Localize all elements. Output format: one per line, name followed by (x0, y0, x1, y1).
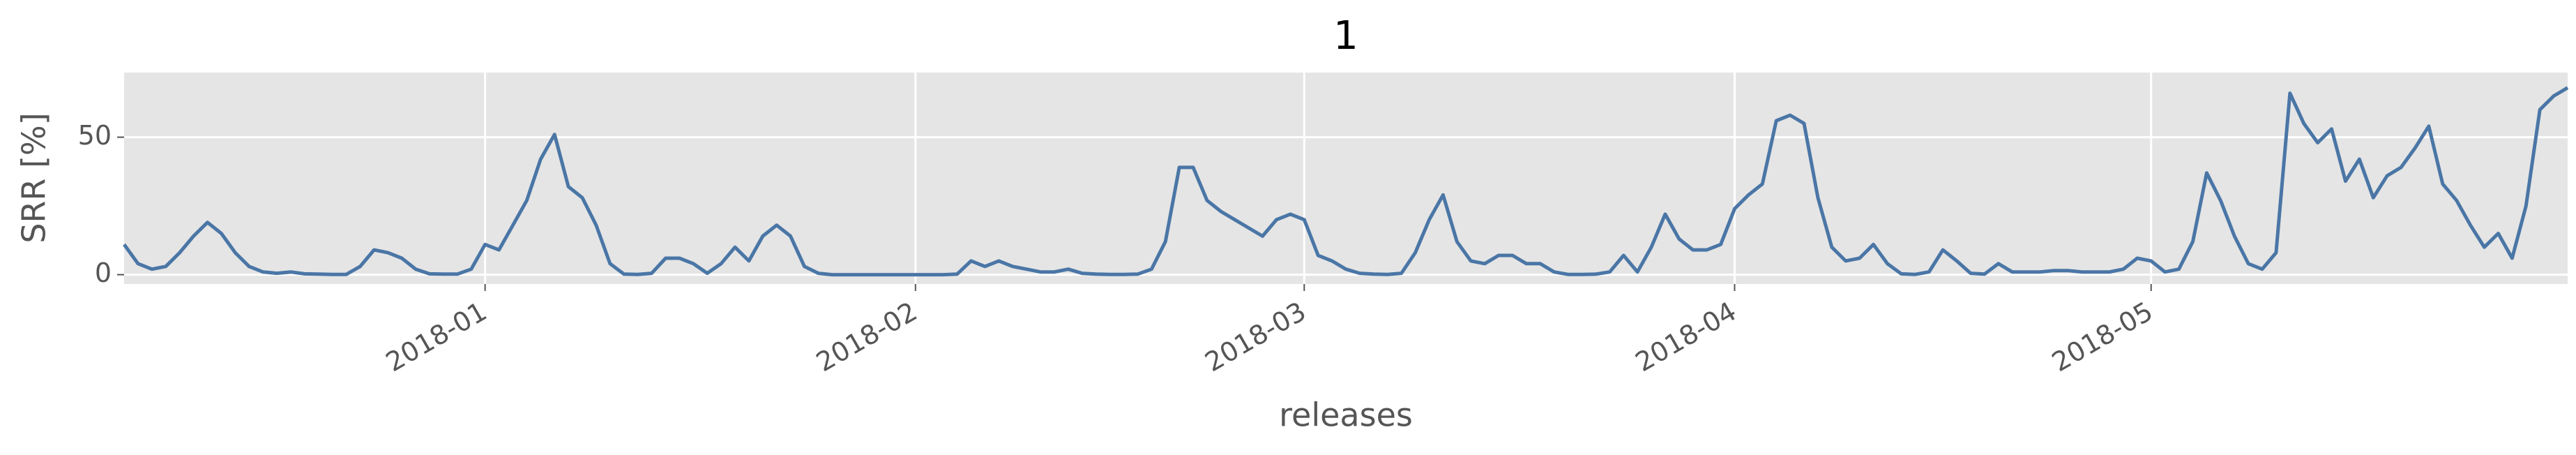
x-axis-label: releases (1279, 396, 1413, 434)
y-tick-label: 50 (78, 120, 112, 151)
y-tick-label: 0 (95, 258, 112, 288)
x-tick-label: 2018-03 (1200, 296, 1312, 378)
y-axis-label: SRR [%] (15, 112, 53, 243)
plot-area (124, 73, 2568, 284)
x-tick-label: 2018-04 (1630, 296, 1742, 378)
x-tick-label: 2018-05 (2047, 296, 2158, 378)
x-tick-label: 2018-01 (381, 296, 492, 378)
data-line (122, 86, 2569, 277)
chart-title: 1 (1333, 13, 1358, 59)
x-tick-label: 2018-02 (811, 296, 923, 378)
